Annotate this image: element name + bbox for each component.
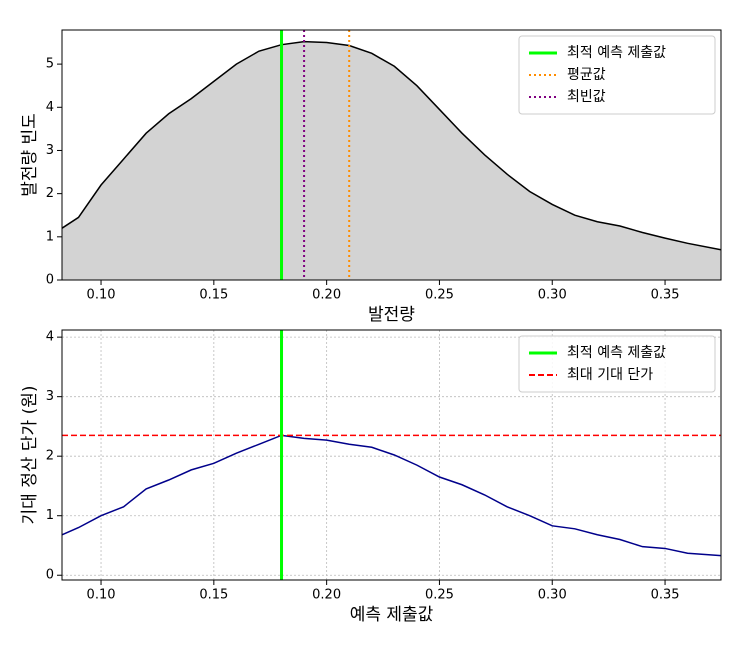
plot: 0.10 0.15 0.20 0.25 0.30 0.35 0 1 2 3 4 5 발전량 발전량 빈도 최… <box>20 29 722 325</box>
x-tick-label: 0.25 <box>425 588 454 603</box>
y-tick-label: 5 <box>46 57 54 72</box>
x-tick-label: 0.10 <box>87 588 116 603</box>
y-axis-label: 기대 정산 단가 (원) <box>20 386 40 525</box>
y-tick-label: 2 <box>46 186 54 201</box>
plot-frame <box>61 329 722 581</box>
x-tick-label: 0.35 <box>651 288 680 303</box>
x-tick-label: 0.20 <box>312 288 341 303</box>
x-tick-label: 0.35 <box>651 588 680 603</box>
y-tick-label: 1 <box>46 508 54 523</box>
area-fill <box>62 41 721 280</box>
legend-box <box>518 35 716 115</box>
plot: 0.10 0.15 0.20 0.25 0.30 0.35 0 1 2 3 4 예측 제출값 기대 정산… <box>20 329 722 625</box>
x-tick-label: 0.10 <box>87 288 116 303</box>
legend-label: 최적 예측 제출값 <box>567 345 666 361</box>
y-tick-label: 2 <box>46 449 54 464</box>
y-tick-label: 3 <box>46 143 54 158</box>
line <box>62 434 721 557</box>
line <box>62 40 721 251</box>
x-tick-label: 0.15 <box>199 288 228 303</box>
x-tick-label: 0.20 <box>312 588 341 603</box>
x-tick-label: 0.30 <box>538 588 567 603</box>
x-tick-label: 0.30 <box>538 288 567 303</box>
y-tick-label: 3 <box>46 389 54 404</box>
y-tick-label: 0 <box>46 568 54 583</box>
x-axis-label: 발전량 <box>368 305 415 325</box>
legend-label: 최대 기대 단가 <box>567 367 653 383</box>
x-tick-label: 0.25 <box>425 288 454 303</box>
legend-box <box>518 335 716 393</box>
plot-frame <box>61 29 722 281</box>
y-tick-label: 0 <box>46 273 54 288</box>
x-tick-label: 0.15 <box>199 588 228 603</box>
legend-label: 최빈값 <box>567 89 606 105</box>
y-tick-label: 1 <box>46 229 54 244</box>
y-tick-label: 4 <box>46 100 54 115</box>
y-tick-label: 4 <box>46 330 54 345</box>
y-axis-label: 발전량 빈도 <box>20 113 40 197</box>
legend-label: 최적 예측 제출값 <box>567 45 666 61</box>
x-axis-label: 예측 제출값 <box>350 605 434 625</box>
legend-label: 평균값 <box>567 67 606 83</box>
